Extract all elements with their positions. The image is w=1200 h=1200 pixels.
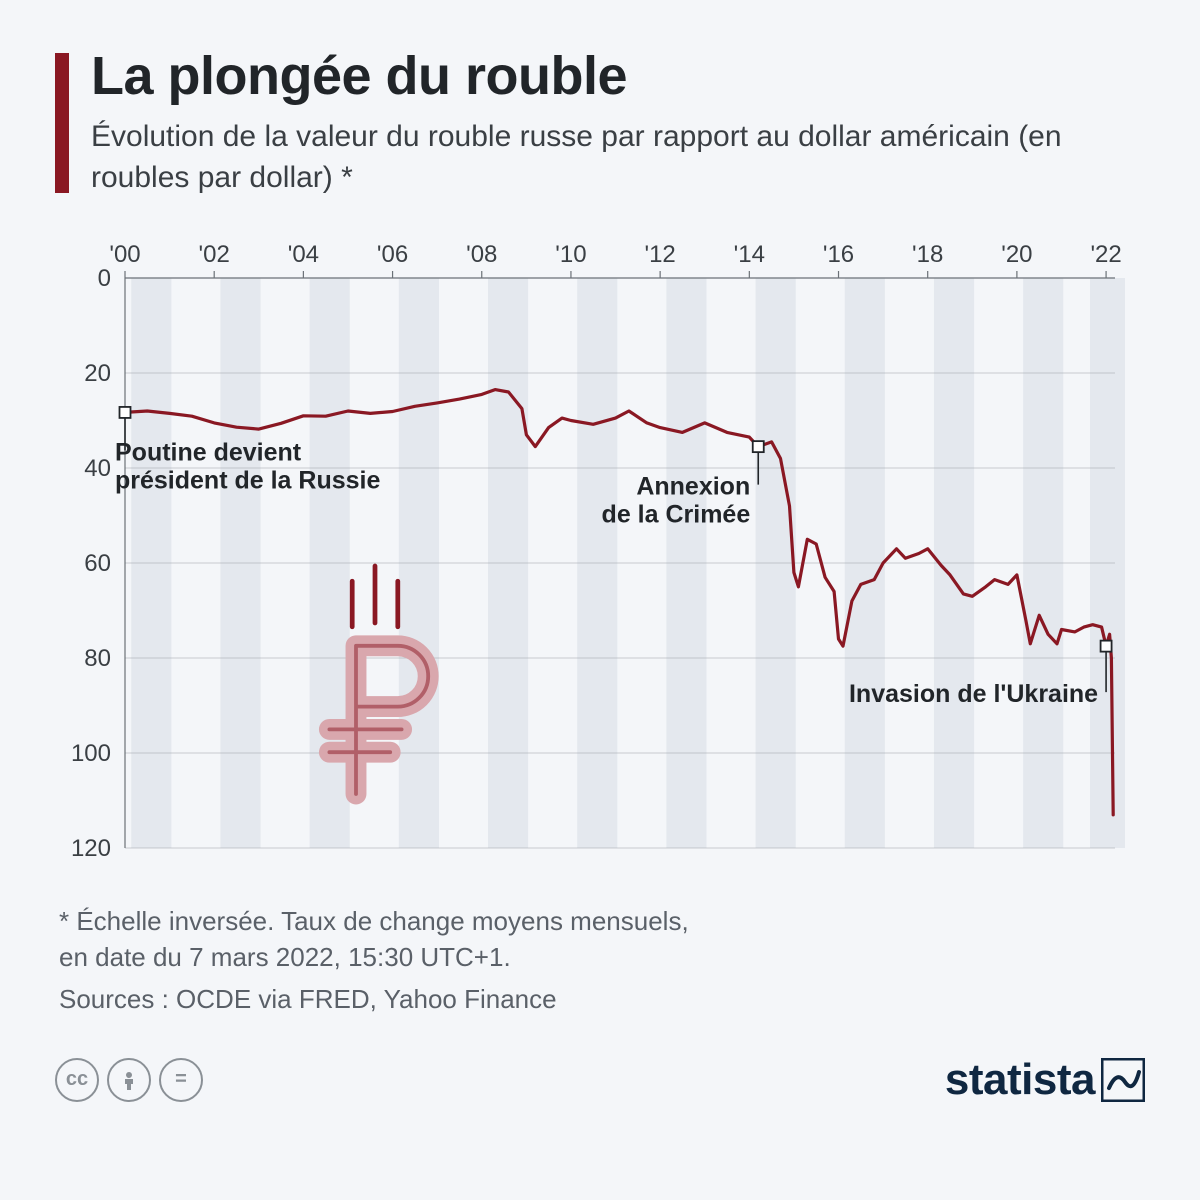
svg-text:120: 120 — [71, 835, 111, 862]
brand-mark-icon — [1101, 1058, 1145, 1102]
page-title: La plongée du rouble — [91, 45, 1145, 107]
sources: Sources : OCDE via FRED, Yahoo Finance — [59, 984, 1145, 1015]
brand-logo: statista — [945, 1055, 1145, 1105]
chart-container: 0 20 40 60 80 100 120 '00 '02 '04 '06 '08 '10 '12 '14 '… — [55, 228, 1145, 868]
svg-text:60: 60 — [84, 550, 111, 577]
svg-text:Poutine devient: Poutine devient — [115, 438, 302, 466]
svg-text:'14: '14 — [734, 241, 765, 268]
svg-text:'18: '18 — [912, 241, 943, 268]
subtitle: Évolution de la valeur du rouble russe p… — [91, 117, 1145, 198]
brand-text: statista — [945, 1055, 1095, 1105]
svg-text:Annexion: Annexion — [636, 473, 750, 501]
footnote: * Échelle inversée. Taux de change moyen… — [59, 903, 1145, 976]
svg-text:0: 0 — [98, 265, 111, 292]
svg-text:'16: '16 — [823, 241, 854, 268]
license-icons: cc = — [55, 1058, 203, 1102]
svg-text:'04: '04 — [288, 241, 319, 268]
by-icon — [107, 1058, 151, 1102]
svg-text:80: 80 — [84, 645, 111, 672]
svg-text:40: 40 — [84, 455, 111, 482]
svg-text:'08: '08 — [466, 241, 497, 268]
svg-text:'06: '06 — [377, 241, 408, 268]
svg-text:de la Crimée: de la Crimée — [602, 501, 751, 529]
cc-icon: cc — [55, 1058, 99, 1102]
svg-text:20: 20 — [84, 360, 111, 387]
svg-text:'02: '02 — [199, 241, 230, 268]
title-block: La plongée du rouble Évolution de la val… — [91, 45, 1145, 198]
svg-text:100: 100 — [71, 740, 111, 767]
accent-bar — [55, 53, 69, 193]
svg-text:'10: '10 — [555, 241, 586, 268]
header: La plongée du rouble Évolution de la val… — [55, 45, 1145, 198]
svg-text:président de la Russie: président de la Russie — [115, 466, 380, 494]
svg-text:'12: '12 — [644, 241, 675, 268]
footer: cc = statista — [55, 1055, 1145, 1105]
line-chart: 0 20 40 60 80 100 120 '00 '02 '04 '06 '08 '10 '12 '14 '… — [55, 228, 1125, 868]
svg-text:Invasion de l'Ukraine: Invasion de l'Ukraine — [849, 680, 1098, 708]
svg-text:'00: '00 — [109, 241, 140, 268]
svg-text:'22: '22 — [1090, 241, 1121, 268]
nd-icon: = — [159, 1058, 203, 1102]
svg-text:'20: '20 — [1001, 241, 1032, 268]
